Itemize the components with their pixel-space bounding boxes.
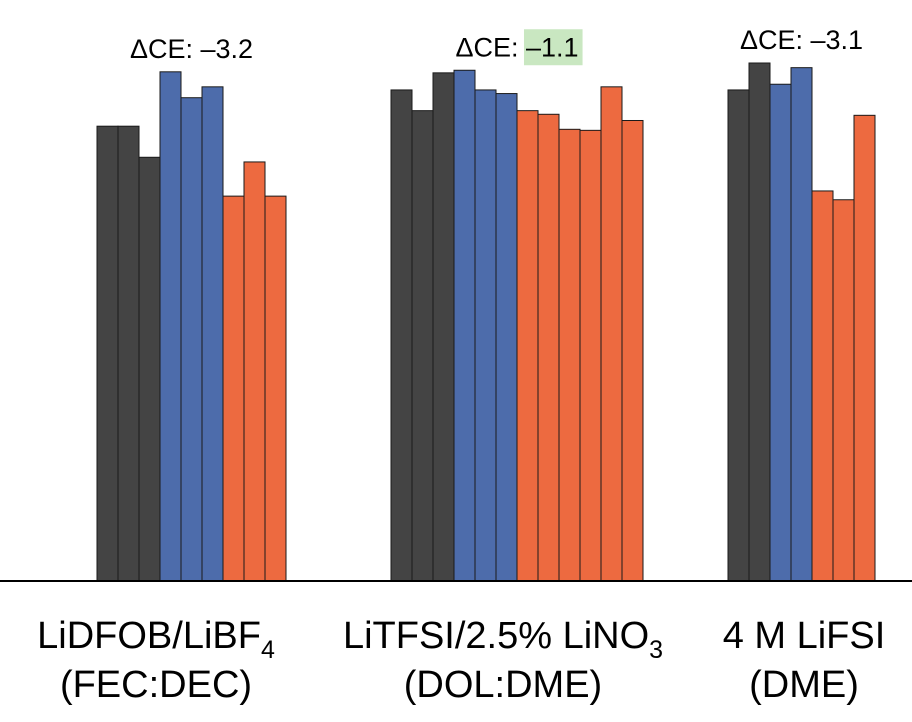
bar-blue xyxy=(159,71,182,582)
bar-blue xyxy=(453,69,476,582)
bar-orange xyxy=(558,128,581,582)
bar-orange xyxy=(853,114,876,582)
category-label-main: LiDFOB/LiBF xyxy=(37,615,261,657)
delta-ce-prefix: ΔCE: xyxy=(740,25,811,55)
bar-dark xyxy=(96,125,119,582)
bar-dark xyxy=(390,89,413,582)
category-labels-layer: LiDFOB/LiBF4(FEC:DEC)LiTFSI/2.5% LiNO3(D… xyxy=(37,615,885,706)
category-label-subscript: 3 xyxy=(649,636,663,664)
delta-ce-prefix: ΔCE: xyxy=(130,34,201,64)
bar-orange xyxy=(516,110,539,582)
category-label-3: 4 M LiFSI (DME) xyxy=(723,615,886,706)
bar-blue xyxy=(790,67,813,582)
category-label-line1: LiTFSI/2.5% LiNO3 xyxy=(343,615,663,664)
bar-dark xyxy=(727,89,750,582)
bar-blue xyxy=(474,89,497,582)
bar-orange xyxy=(621,119,644,582)
delta-ce-value: –3.1 xyxy=(810,25,863,55)
category-label-subscript: 4 xyxy=(261,636,275,664)
bar-group-3 xyxy=(727,62,876,582)
bar-orange xyxy=(811,190,834,582)
delta-ce-annotation: ΔCE: –3.1 xyxy=(740,25,863,55)
bar-group-2 xyxy=(390,69,644,582)
bar-orange xyxy=(579,129,602,582)
bar-orange xyxy=(264,195,287,582)
delta-ce-prefix: ΔCE: xyxy=(455,32,526,62)
delta-ce-value: –1.1 xyxy=(526,32,579,62)
category-label-main: LiTFSI/2.5% LiNO xyxy=(343,615,649,657)
bar-orange xyxy=(222,195,245,582)
delta-ce-annotation: ΔCE: –3.2 xyxy=(130,34,253,64)
delta-ce-value: –3.2 xyxy=(200,34,253,64)
bar-dark xyxy=(411,110,434,582)
bar-orange xyxy=(243,161,266,582)
annotations-layer: ΔCE: –3.2 ΔCE: –1.1 ΔCE: –3.1 xyxy=(130,25,863,66)
bar-orange xyxy=(537,113,560,582)
bar-dark xyxy=(138,156,161,582)
category-label-line2: (FEC:DEC) xyxy=(60,664,252,706)
category-label-line1: 4 M LiFSI xyxy=(723,615,886,657)
bar-blue xyxy=(495,93,518,582)
category-label-line2: (DME) xyxy=(749,664,859,706)
bar-blue xyxy=(180,97,203,582)
bar-blue xyxy=(201,86,224,582)
category-label-line2: (DOL:DME) xyxy=(404,664,602,706)
highlight-box xyxy=(523,29,583,66)
bar-blue xyxy=(769,83,792,582)
bar-orange xyxy=(832,199,855,582)
category-label-main: 4 M LiFSI xyxy=(723,615,886,657)
bar-dark xyxy=(748,62,771,582)
bar-group-1 xyxy=(96,71,287,582)
category-label-1: LiDFOB/LiBF4(FEC:DEC) xyxy=(37,615,275,706)
category-label-2: LiTFSI/2.5% LiNO3(DOL:DME) xyxy=(343,615,663,706)
category-label-line1: LiDFOB/LiBF4 xyxy=(37,615,275,664)
delta-ce-annotation: ΔCE: –1.1 xyxy=(455,32,578,62)
bars-layer xyxy=(96,62,876,582)
bar-dark xyxy=(432,72,455,582)
bar-dark xyxy=(117,125,140,582)
bar-orange xyxy=(600,86,623,582)
